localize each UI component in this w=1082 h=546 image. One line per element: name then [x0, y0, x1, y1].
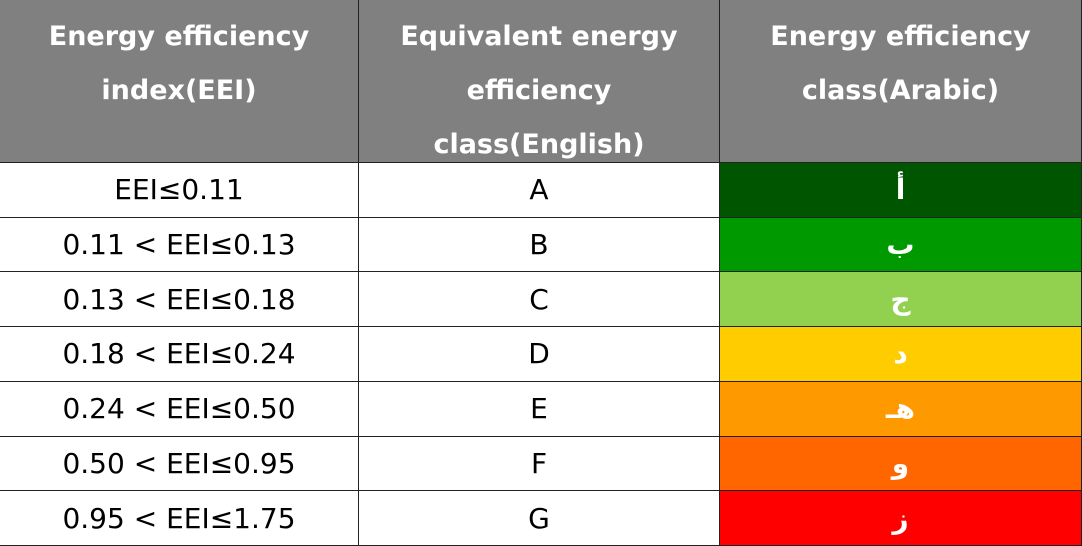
header-text: efficiency	[466, 75, 612, 106]
cell-text: F	[530, 446, 548, 480]
cell-text: 0.24 < EEI≤0.50	[62, 392, 296, 426]
cell-text: ز	[892, 501, 909, 535]
cell-text: A	[529, 173, 549, 207]
table-cell: A	[359, 163, 720, 218]
arabic-class-cell: ز	[720, 491, 1082, 546]
cell-text: D	[528, 337, 550, 371]
cell-text: 0.11 < EEI≤0.13	[62, 228, 296, 262]
header-text: index(EEI)	[101, 75, 257, 106]
table-cell: EEI≤0.11	[0, 163, 359, 218]
arabic-class-cell: ب	[720, 217, 1082, 273]
cell-text: 0.50 < EEI≤0.95	[62, 446, 296, 480]
cell-text: G	[528, 501, 550, 535]
header-text: class(Arabic)	[801, 75, 1000, 106]
table-cell: E	[359, 381, 720, 437]
cell-text: ج	[890, 282, 911, 316]
table-cell: 0.24 < EEI≤0.50	[0, 381, 359, 437]
table-cell: C	[359, 272, 720, 328]
cell-text: E	[530, 392, 548, 426]
cell-text: 0.95 < EEI≤1.75	[62, 501, 296, 535]
header-cell: Energy efficiency index(EEI)	[0, 0, 359, 163]
cell-text: أ	[895, 173, 906, 207]
cell-text: EEI≤0.11	[114, 173, 244, 207]
cell-text: 0.13 < EEI≤0.18	[62, 282, 296, 316]
table-cell: G	[359, 491, 720, 546]
cell-text: 0.18 < EEI≤0.24	[62, 337, 296, 371]
arabic-class-cell: هـ	[720, 381, 1082, 437]
table-cell: F	[359, 436, 720, 492]
cell-text: و	[891, 446, 910, 480]
header-text: Energy efficiency	[48, 21, 310, 52]
table-cell: 0.11 < EEI≤0.13	[0, 217, 359, 273]
table-cell: 0.95 < EEI≤1.75	[0, 491, 359, 546]
arabic-class-cell: د	[720, 327, 1082, 382]
arabic-class-cell: ج	[720, 272, 1082, 328]
header-text: Energy efficiency	[770, 21, 1031, 52]
cell-text: هـ	[886, 392, 915, 426]
table-cell: 0.18 < EEI≤0.24	[0, 327, 359, 382]
header-text: class(English)	[433, 129, 645, 160]
arabic-class-cell: أ	[720, 163, 1082, 218]
cell-text: C	[529, 282, 549, 316]
header-cell: Energy efficiency class(Arabic)	[720, 0, 1082, 163]
table-cell: 0.13 < EEI≤0.18	[0, 272, 359, 328]
table-cell: B	[359, 217, 720, 273]
cell-text: B	[529, 228, 549, 262]
table-cell: 0.50 < EEI≤0.95	[0, 436, 359, 492]
table-cell: D	[359, 327, 720, 382]
arabic-class-cell: و	[720, 436, 1082, 492]
cell-text: ب	[886, 228, 915, 262]
header-text: Equivalent energy	[400, 21, 678, 52]
header-cell: Equivalent energy efficiency class(English…	[359, 0, 720, 163]
cell-text: د	[893, 337, 908, 371]
